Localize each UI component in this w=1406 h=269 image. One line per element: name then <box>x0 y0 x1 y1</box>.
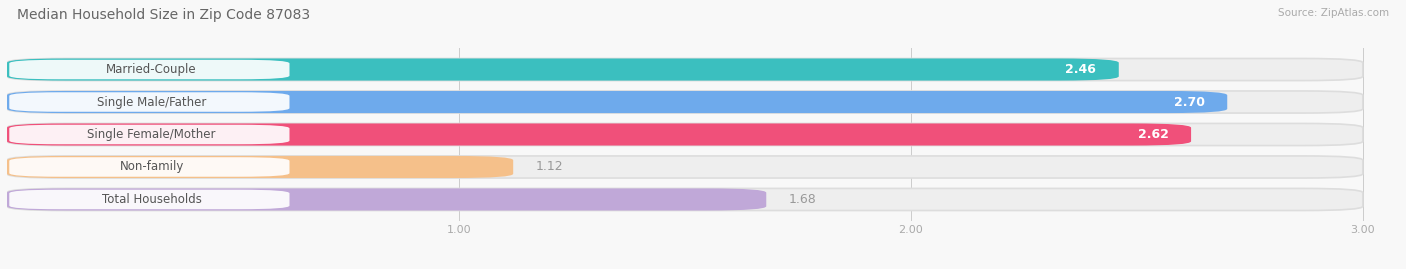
FancyBboxPatch shape <box>10 125 290 144</box>
FancyBboxPatch shape <box>10 92 290 112</box>
Text: 1.68: 1.68 <box>789 193 817 206</box>
FancyBboxPatch shape <box>10 190 290 209</box>
FancyBboxPatch shape <box>7 123 1191 146</box>
Text: 2.46: 2.46 <box>1066 63 1097 76</box>
FancyBboxPatch shape <box>7 123 1362 146</box>
Text: Total Households: Total Households <box>101 193 201 206</box>
Text: Single Female/Mother: Single Female/Mother <box>87 128 217 141</box>
FancyBboxPatch shape <box>7 91 1362 113</box>
FancyBboxPatch shape <box>7 156 513 178</box>
FancyBboxPatch shape <box>7 188 766 211</box>
FancyBboxPatch shape <box>7 188 1362 211</box>
Text: Non-family: Non-family <box>120 161 184 174</box>
Text: 1.12: 1.12 <box>536 161 564 174</box>
FancyBboxPatch shape <box>10 60 290 79</box>
Text: Single Male/Father: Single Male/Father <box>97 95 207 108</box>
Text: Median Household Size in Zip Code 87083: Median Household Size in Zip Code 87083 <box>17 8 309 22</box>
Text: Source: ZipAtlas.com: Source: ZipAtlas.com <box>1278 8 1389 18</box>
FancyBboxPatch shape <box>10 157 290 177</box>
Text: Married-Couple: Married-Couple <box>107 63 197 76</box>
FancyBboxPatch shape <box>7 156 1362 178</box>
FancyBboxPatch shape <box>7 91 1227 113</box>
Text: 2.70: 2.70 <box>1174 95 1205 108</box>
FancyBboxPatch shape <box>7 58 1119 81</box>
FancyBboxPatch shape <box>7 58 1362 81</box>
Text: 2.62: 2.62 <box>1137 128 1168 141</box>
